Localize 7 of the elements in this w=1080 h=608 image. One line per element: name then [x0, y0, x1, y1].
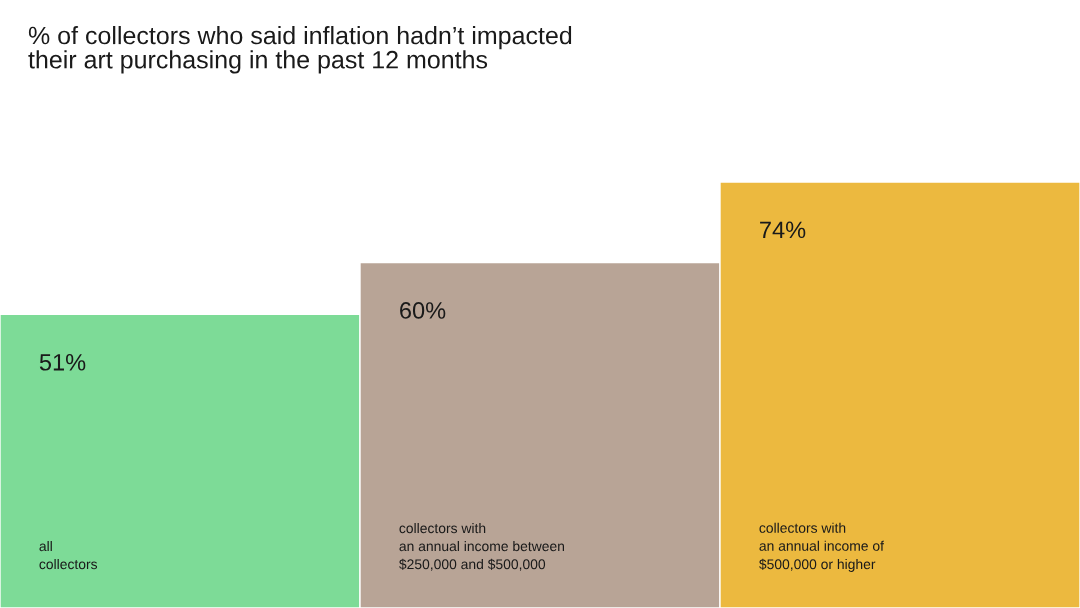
data-label: 74% [760, 221, 806, 239]
x-tick-label: collectors with an annual income between $250,000 and $500,000 [399, 522, 564, 571]
x-tick-label: all collectors [39, 540, 98, 570]
data-label: 60% [400, 302, 446, 319]
data-label: 51% [39, 354, 86, 371]
x-tick-label: collectors with an annual income of $500,000 or higher [759, 522, 884, 572]
chart-title: % of collectors who said inflation hadn’t impacted their art purchasing in the past 12 months [28, 26, 572, 74]
